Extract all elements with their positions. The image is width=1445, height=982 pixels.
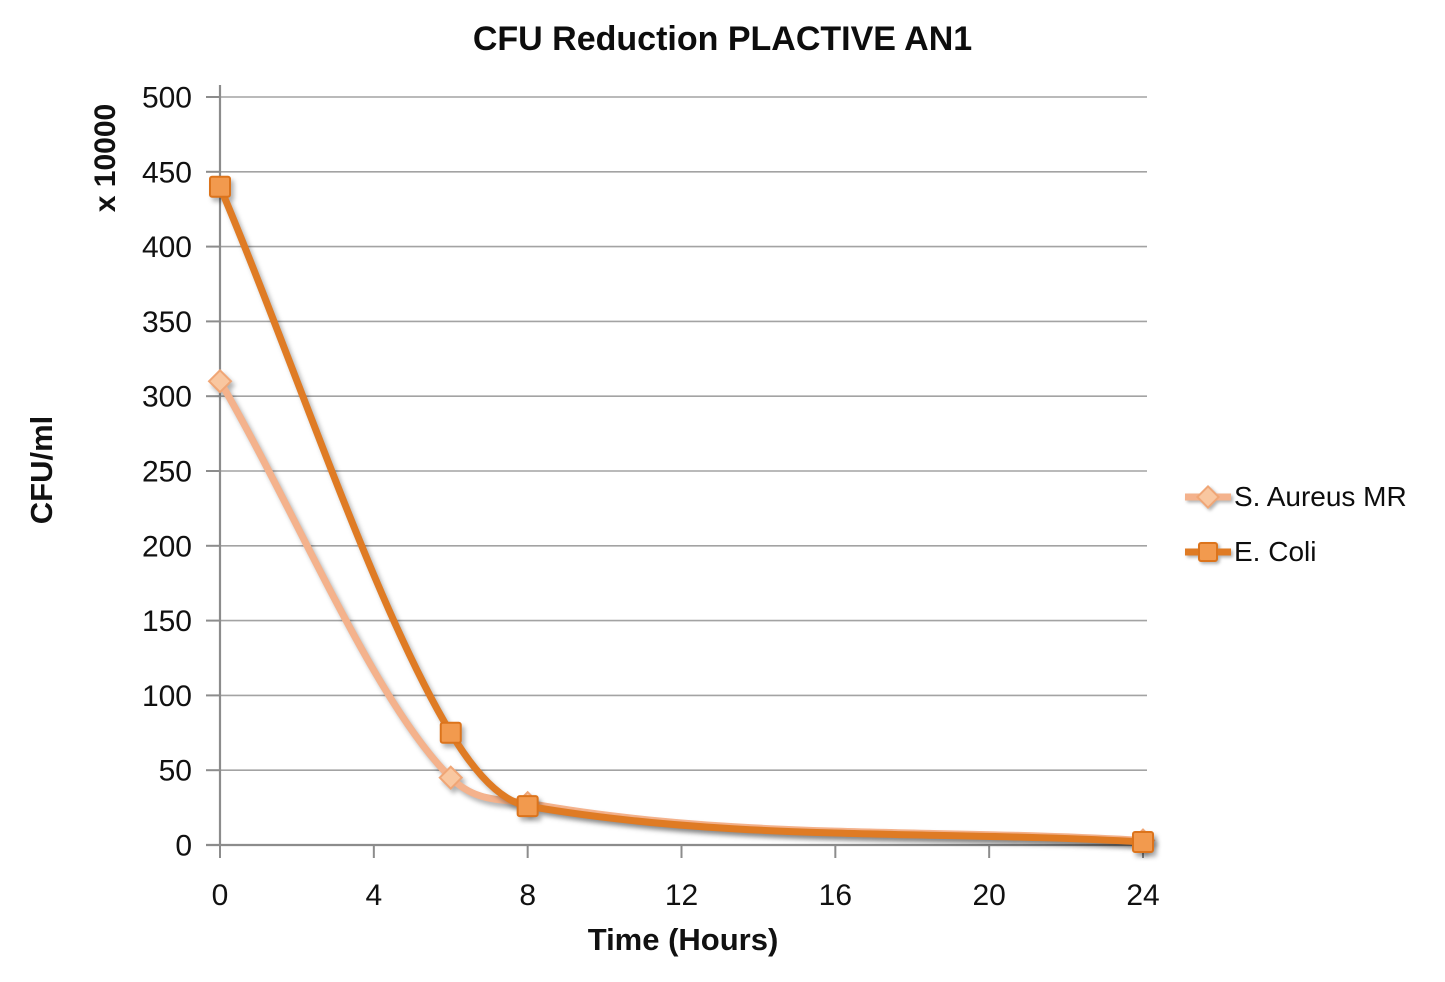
data-point-diamond-x6 <box>438 765 464 791</box>
data-point-square-x6 <box>439 721 462 744</box>
series-e-coli <box>209 175 1154 854</box>
legend-swatch-square-icon <box>1185 542 1231 562</box>
legend-swatch-diamond-icon <box>1185 484 1231 510</box>
y-tick-label-300: 300 <box>142 381 192 414</box>
y-tick-label-150: 150 <box>142 605 192 638</box>
y-tick-label-50: 50 <box>159 755 192 788</box>
y-tick-label-0: 0 <box>175 830 192 863</box>
y-tick-label-250: 250 <box>142 456 192 489</box>
x-tick-label-20: 20 <box>972 879 1005 912</box>
series-s-aureus-mr <box>207 368 1156 853</box>
y-axis-title: CFU/ml <box>24 415 59 525</box>
y-tick-label-500: 500 <box>142 82 192 115</box>
x-tick-label-8: 8 <box>519 879 536 912</box>
data-point-square-x8 <box>516 795 539 818</box>
series-line <box>216 183 1147 846</box>
series-line <box>216 377 1147 845</box>
legend-label-s-aureus-mr: S. Aureus MR <box>1234 481 1407 512</box>
x-axis-title: Time (Hours) <box>587 922 779 957</box>
y-tick-label-100: 100 <box>142 680 192 713</box>
y-tick-label-400: 400 <box>142 231 192 264</box>
legend-item-e-coli: E. Coli <box>1184 531 1407 573</box>
data-point-square-x0 <box>209 175 231 198</box>
y-axis-unit-label: x 10000 <box>89 103 122 213</box>
legend: S. Aureus MR E. Coli <box>1184 476 1407 573</box>
x-tick-label-24: 24 <box>1126 879 1159 912</box>
y-tick-label-200: 200 <box>142 530 192 563</box>
legend-label-e-coli: E. Coli <box>1234 536 1317 567</box>
chart-title: CFU Reduction PLACTIVE AN1 <box>472 20 973 58</box>
x-tick-label-0: 0 <box>212 879 229 912</box>
x-tick-label-16: 16 <box>819 879 852 912</box>
y-tick-label-350: 350 <box>142 306 192 339</box>
data-point-square-x24 <box>1132 831 1154 854</box>
x-tick-label-12: 12 <box>665 879 698 912</box>
legend-item-s-aureus-mr: S. Aureus MR <box>1184 476 1407 518</box>
x-tick-label-4: 4 <box>365 879 382 912</box>
data-point-diamond-x0 <box>207 368 233 394</box>
y-tick-label-450: 450 <box>142 156 192 189</box>
